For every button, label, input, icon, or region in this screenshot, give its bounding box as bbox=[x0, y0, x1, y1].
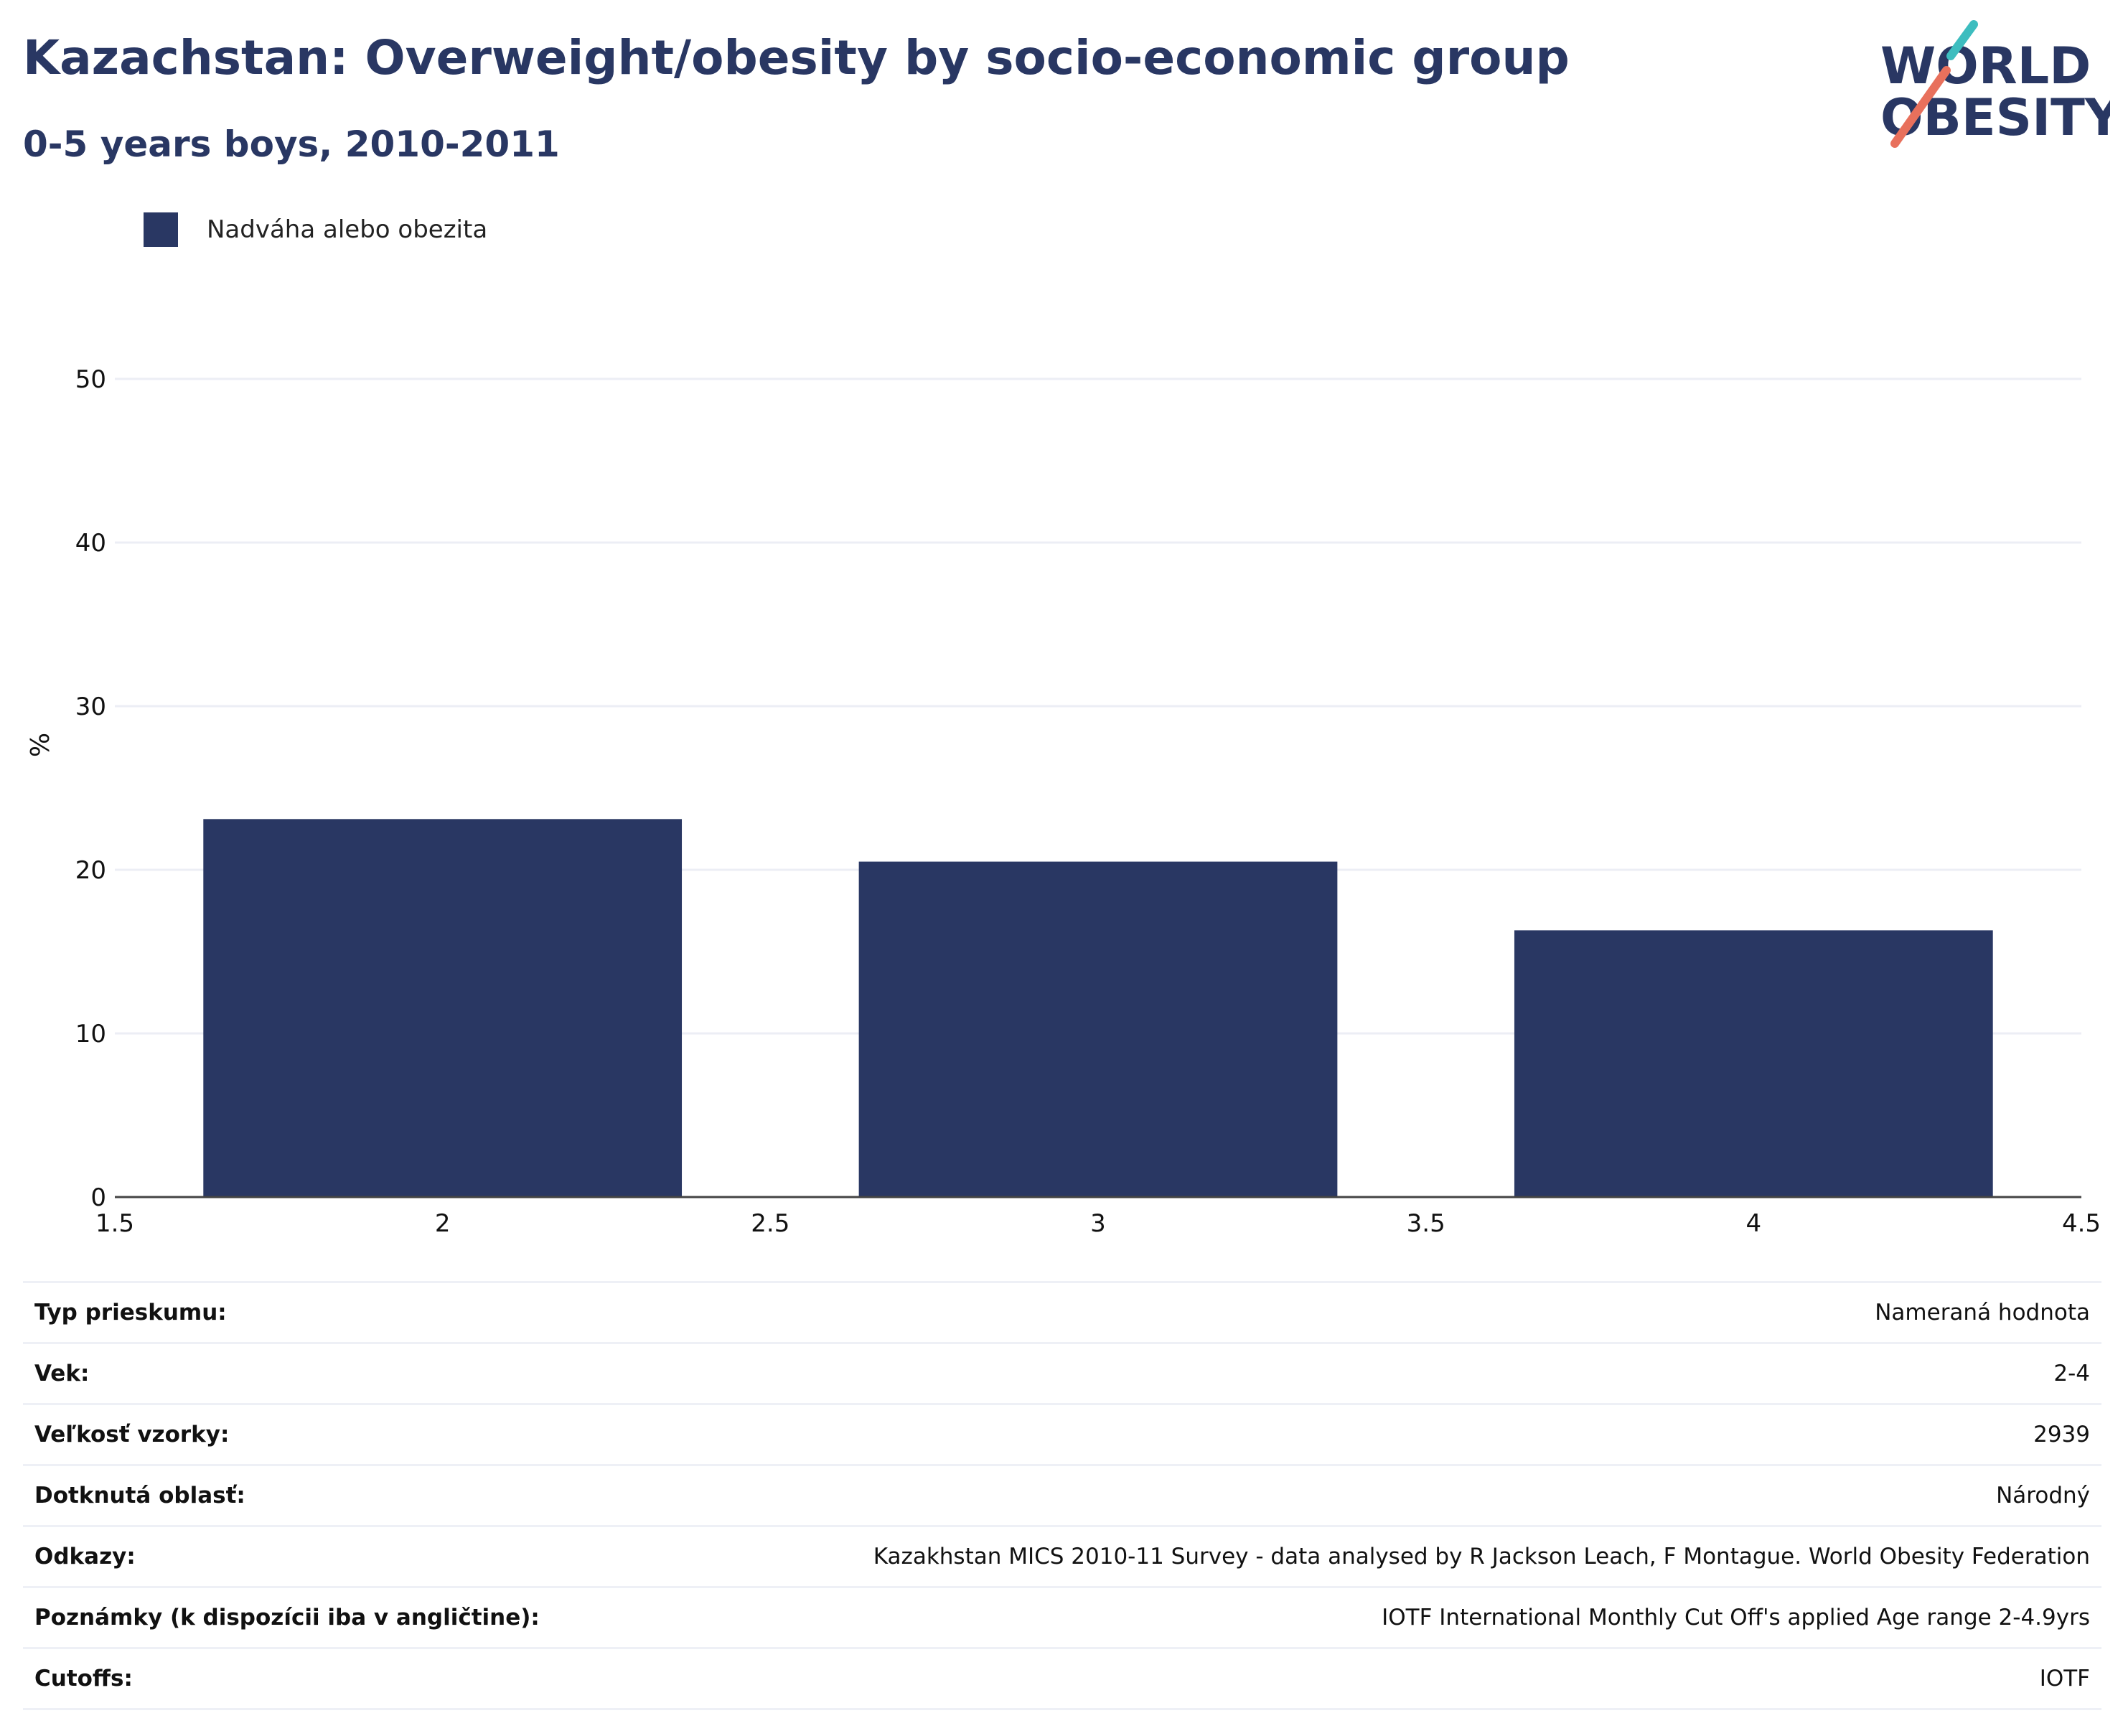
info-key: Veľkosť vzorky: bbox=[23, 1403, 645, 1465]
info-row: Veľkosť vzorky: 2939 bbox=[23, 1403, 2101, 1465]
y-axis-label: % bbox=[26, 733, 55, 757]
logo-text-world: WORLD bbox=[1880, 37, 2091, 95]
bar-chart: 0 10 20 30 40 50 1.5 2 2.5 3 3.5 4 4.5% bbox=[26, 365, 2101, 1238]
x-tick-label: 3 bbox=[1090, 1209, 1106, 1238]
y-tick-label: 20 bbox=[75, 856, 106, 885]
legend-label: Nadváha alebo obezita bbox=[207, 215, 488, 244]
info-row: Vek: 2-4 bbox=[23, 1342, 2101, 1404]
bar bbox=[1514, 930, 1993, 1197]
info-row: Dotknutá oblasť: Národný bbox=[23, 1464, 2101, 1526]
info-value: IOTF bbox=[644, 1647, 2101, 1710]
logo-slash-teal bbox=[1946, 20, 1978, 60]
y-tick-label: 30 bbox=[75, 693, 106, 721]
chart-subtitle: 0-5 years boys, 2010-2011 bbox=[23, 123, 560, 165]
y-tick-label: 10 bbox=[75, 1020, 106, 1048]
info-row: Cutoffs: IOTF bbox=[23, 1647, 2101, 1710]
y-tick-label: 0 bbox=[90, 1183, 106, 1212]
info-value: 2939 bbox=[644, 1403, 2101, 1465]
bar bbox=[858, 861, 1338, 1197]
info-key: Vek: bbox=[23, 1342, 645, 1404]
info-row: Poznámky (k dispozícii iba v angličtine)… bbox=[23, 1586, 2101, 1648]
info-key: Poznámky (k dispozícii iba v angličtine)… bbox=[23, 1586, 645, 1648]
info-value: Nameraná hodnota bbox=[644, 1281, 2101, 1343]
info-value: IOTF International Monthly Cut Off's app… bbox=[644, 1586, 2101, 1648]
chart-legend[interactable]: Nadváha alebo obezita bbox=[144, 212, 487, 247]
x-tick-label: 4.5 bbox=[2062, 1209, 2101, 1238]
x-tick-label: 3.5 bbox=[1407, 1209, 1445, 1238]
y-tick-label: 50 bbox=[75, 365, 106, 394]
info-key: Odkazy: bbox=[23, 1525, 645, 1587]
chart-title: Kazachstan: Overweight/obesity by socio-… bbox=[23, 30, 1570, 85]
world-obesity-logo: WORLD OBESITY bbox=[1880, 20, 2110, 148]
x-tick-label: 2.5 bbox=[751, 1209, 789, 1238]
info-value: Kazakhstan MICS 2010-11 Survey - data an… bbox=[644, 1525, 2101, 1587]
logo-text-obesity: OBESITY bbox=[1880, 88, 2110, 147]
info-key: Cutoffs: bbox=[23, 1647, 645, 1710]
legend-swatch bbox=[144, 212, 178, 247]
info-row: Typ prieskumu: Nameraná hodnota bbox=[23, 1281, 2101, 1343]
info-value: 2-4 bbox=[644, 1342, 2101, 1404]
x-tick-label: 4 bbox=[1746, 1209, 1762, 1238]
logo-slash-red bbox=[1890, 66, 1951, 148]
x-tick-label: 1.5 bbox=[95, 1209, 134, 1238]
info-key: Dotknutá oblasť: bbox=[23, 1464, 645, 1526]
info-value: Národný bbox=[644, 1464, 2101, 1526]
info-key: Typ prieskumu: bbox=[23, 1281, 645, 1343]
x-tick-label: 2 bbox=[435, 1209, 451, 1238]
info-row: Odkazy: Kazakhstan MICS 2010-11 Survey - … bbox=[23, 1525, 2101, 1587]
info-table: Typ prieskumu: Nameraná hodnota Vek: 2-4 Veľ… bbox=[23, 1281, 2101, 1710]
y-tick-label: 40 bbox=[75, 529, 106, 558]
bar bbox=[203, 819, 683, 1197]
